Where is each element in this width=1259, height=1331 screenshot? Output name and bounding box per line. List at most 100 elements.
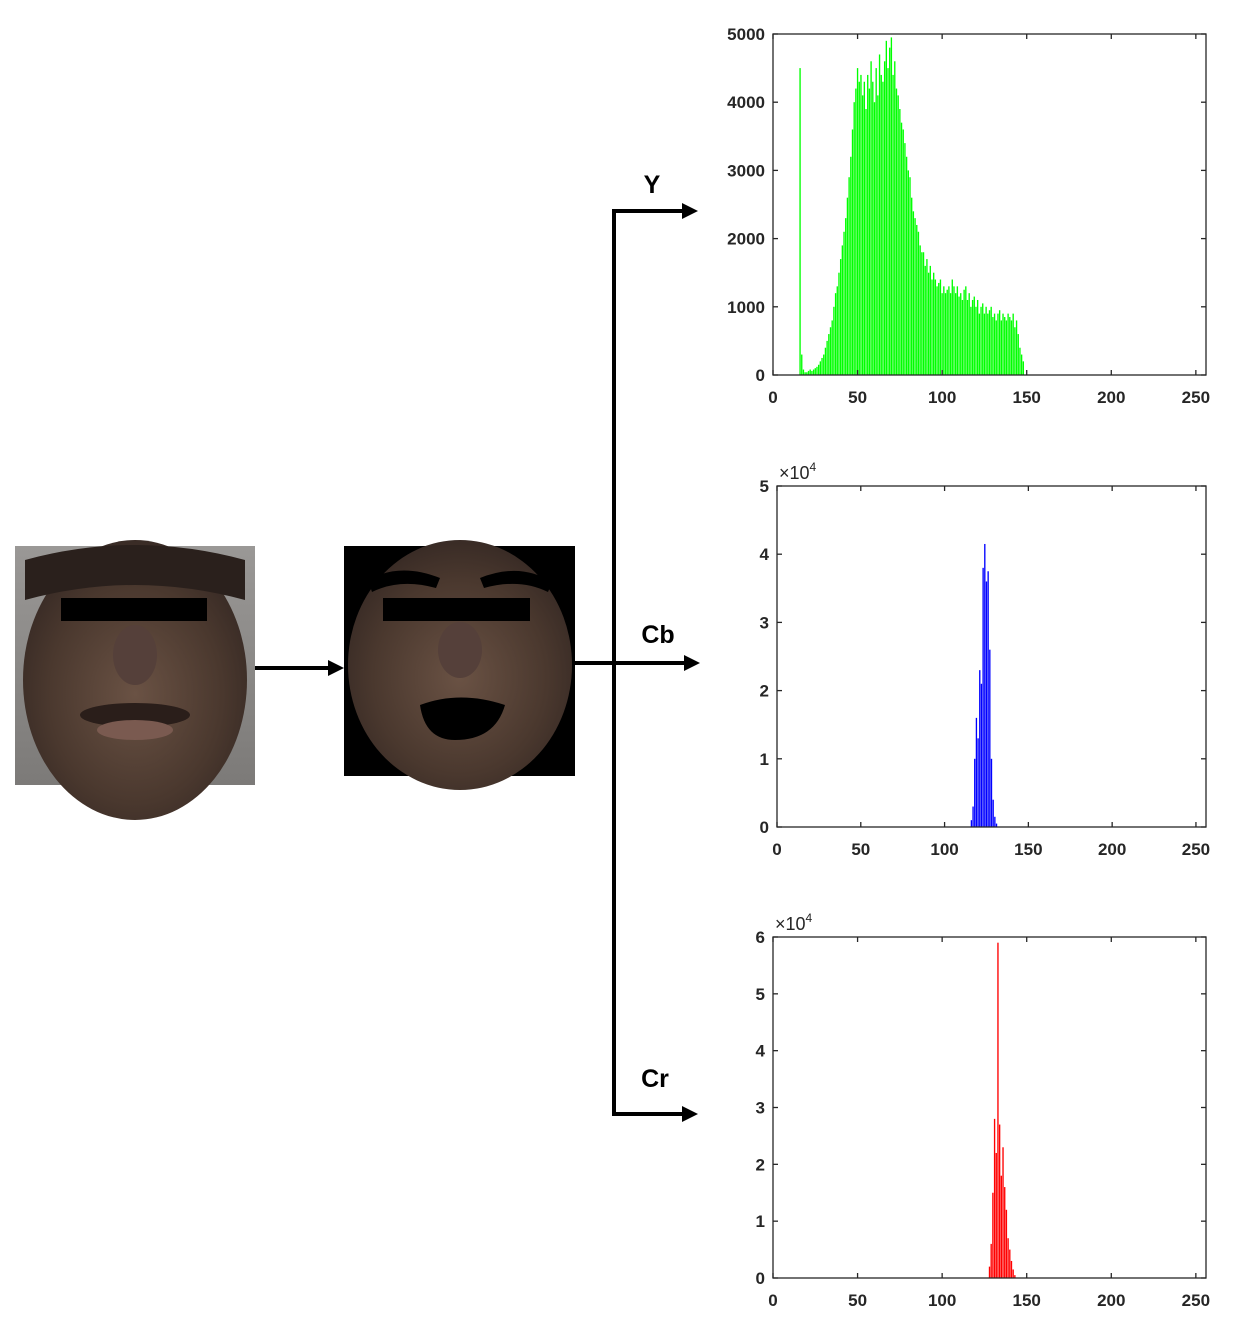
y-multiplier: ×104 (775, 911, 813, 934)
y-tick-label: 0 (756, 366, 765, 385)
axes-box (772, 936, 1207, 1279)
x-tick-label: 100 (928, 388, 956, 407)
bar (1014, 327, 1016, 375)
bar (806, 372, 808, 375)
bar (875, 68, 877, 375)
bar (861, 95, 864, 375)
y-tick-label: 5 (756, 985, 765, 1004)
bar (1015, 320, 1018, 375)
bar (838, 272, 840, 375)
bar (1022, 361, 1024, 375)
bar (995, 1152, 997, 1278)
bar (890, 37, 893, 375)
channel-label-cr: Cr (641, 1065, 669, 1093)
x-tick-label: 150 (1013, 388, 1041, 407)
bar (990, 306, 992, 375)
bar (948, 286, 950, 375)
bar (809, 369, 811, 375)
x-tick-label: 0 (768, 1291, 777, 1310)
bar (998, 310, 1001, 375)
bar (892, 74, 894, 376)
channel-split-connector (575, 203, 700, 1122)
y-tick-label: 2000 (727, 230, 765, 249)
bar (961, 299, 964, 375)
y-tick-label: 1000 (727, 298, 765, 317)
x-tick-label: 0 (768, 388, 777, 407)
bar (836, 286, 838, 375)
mouth-mask (420, 697, 505, 740)
bar (956, 286, 959, 375)
channel-label-y: Y (644, 171, 661, 199)
x-tick-label: 200 (1097, 388, 1125, 407)
bar (823, 354, 825, 375)
bar (924, 265, 926, 375)
bar (917, 231, 920, 375)
bar (965, 286, 967, 375)
bar (992, 1192, 994, 1278)
bar (821, 357, 823, 375)
arrow-to-masked (255, 660, 344, 676)
bar (1007, 1238, 1009, 1278)
bar (1010, 1260, 1013, 1278)
bars (970, 543, 998, 827)
y-multiplier: ×104 (779, 460, 817, 483)
x-tick-label: 250 (1182, 1291, 1210, 1310)
masked-face-image (344, 540, 575, 790)
bar (929, 265, 931, 375)
bar (951, 279, 953, 375)
bar (883, 61, 886, 375)
bar (814, 368, 816, 375)
y-tick-label: 0 (760, 818, 769, 837)
bar (1005, 1209, 1008, 1278)
bar (848, 177, 850, 375)
y-tick-label: 2 (760, 682, 769, 701)
bar (958, 296, 960, 375)
bar (980, 683, 983, 827)
bar (995, 823, 998, 827)
x-tick-label: 50 (848, 1291, 867, 1310)
bar (919, 245, 921, 375)
y-tick-label: 5000 (727, 25, 765, 44)
bar (887, 68, 889, 375)
bar (963, 289, 965, 375)
bar (1019, 347, 1021, 375)
bar (900, 122, 903, 375)
bar (992, 799, 994, 827)
bar (966, 299, 969, 375)
bar (868, 88, 871, 375)
bar (989, 649, 991, 827)
bar (997, 313, 999, 375)
axes-box (772, 33, 1207, 376)
x-tick-label: 50 (851, 840, 870, 859)
bar (998, 1124, 1001, 1278)
bar (904, 143, 906, 375)
bar (927, 272, 930, 375)
bar (983, 313, 986, 375)
bar (860, 74, 862, 376)
eye-redaction-bar-2 (383, 598, 530, 621)
x-tick-label: 200 (1097, 1291, 1125, 1310)
bar (970, 306, 972, 375)
bar (944, 293, 947, 375)
bar (988, 310, 991, 375)
bar (812, 369, 815, 375)
bar (856, 68, 859, 375)
bar (979, 670, 981, 827)
bar (843, 231, 845, 375)
right-eyebrow-mask (480, 570, 552, 592)
bar (799, 68, 801, 375)
bar (907, 170, 909, 375)
bar (939, 279, 942, 375)
y-histogram: 0 1000 2000 3000 4000 5000 0 50 100 150 200 250 (727, 25, 1210, 407)
bar (1000, 320, 1003, 375)
x-tick-label: 200 (1098, 840, 1126, 859)
bar (829, 327, 832, 375)
bar (1020, 354, 1023, 375)
bar (878, 54, 881, 376)
bar (839, 259, 842, 375)
bar (1017, 334, 1019, 375)
bar (817, 364, 820, 375)
y-tick-label: 3 (756, 1099, 765, 1118)
bar (1004, 1187, 1006, 1278)
